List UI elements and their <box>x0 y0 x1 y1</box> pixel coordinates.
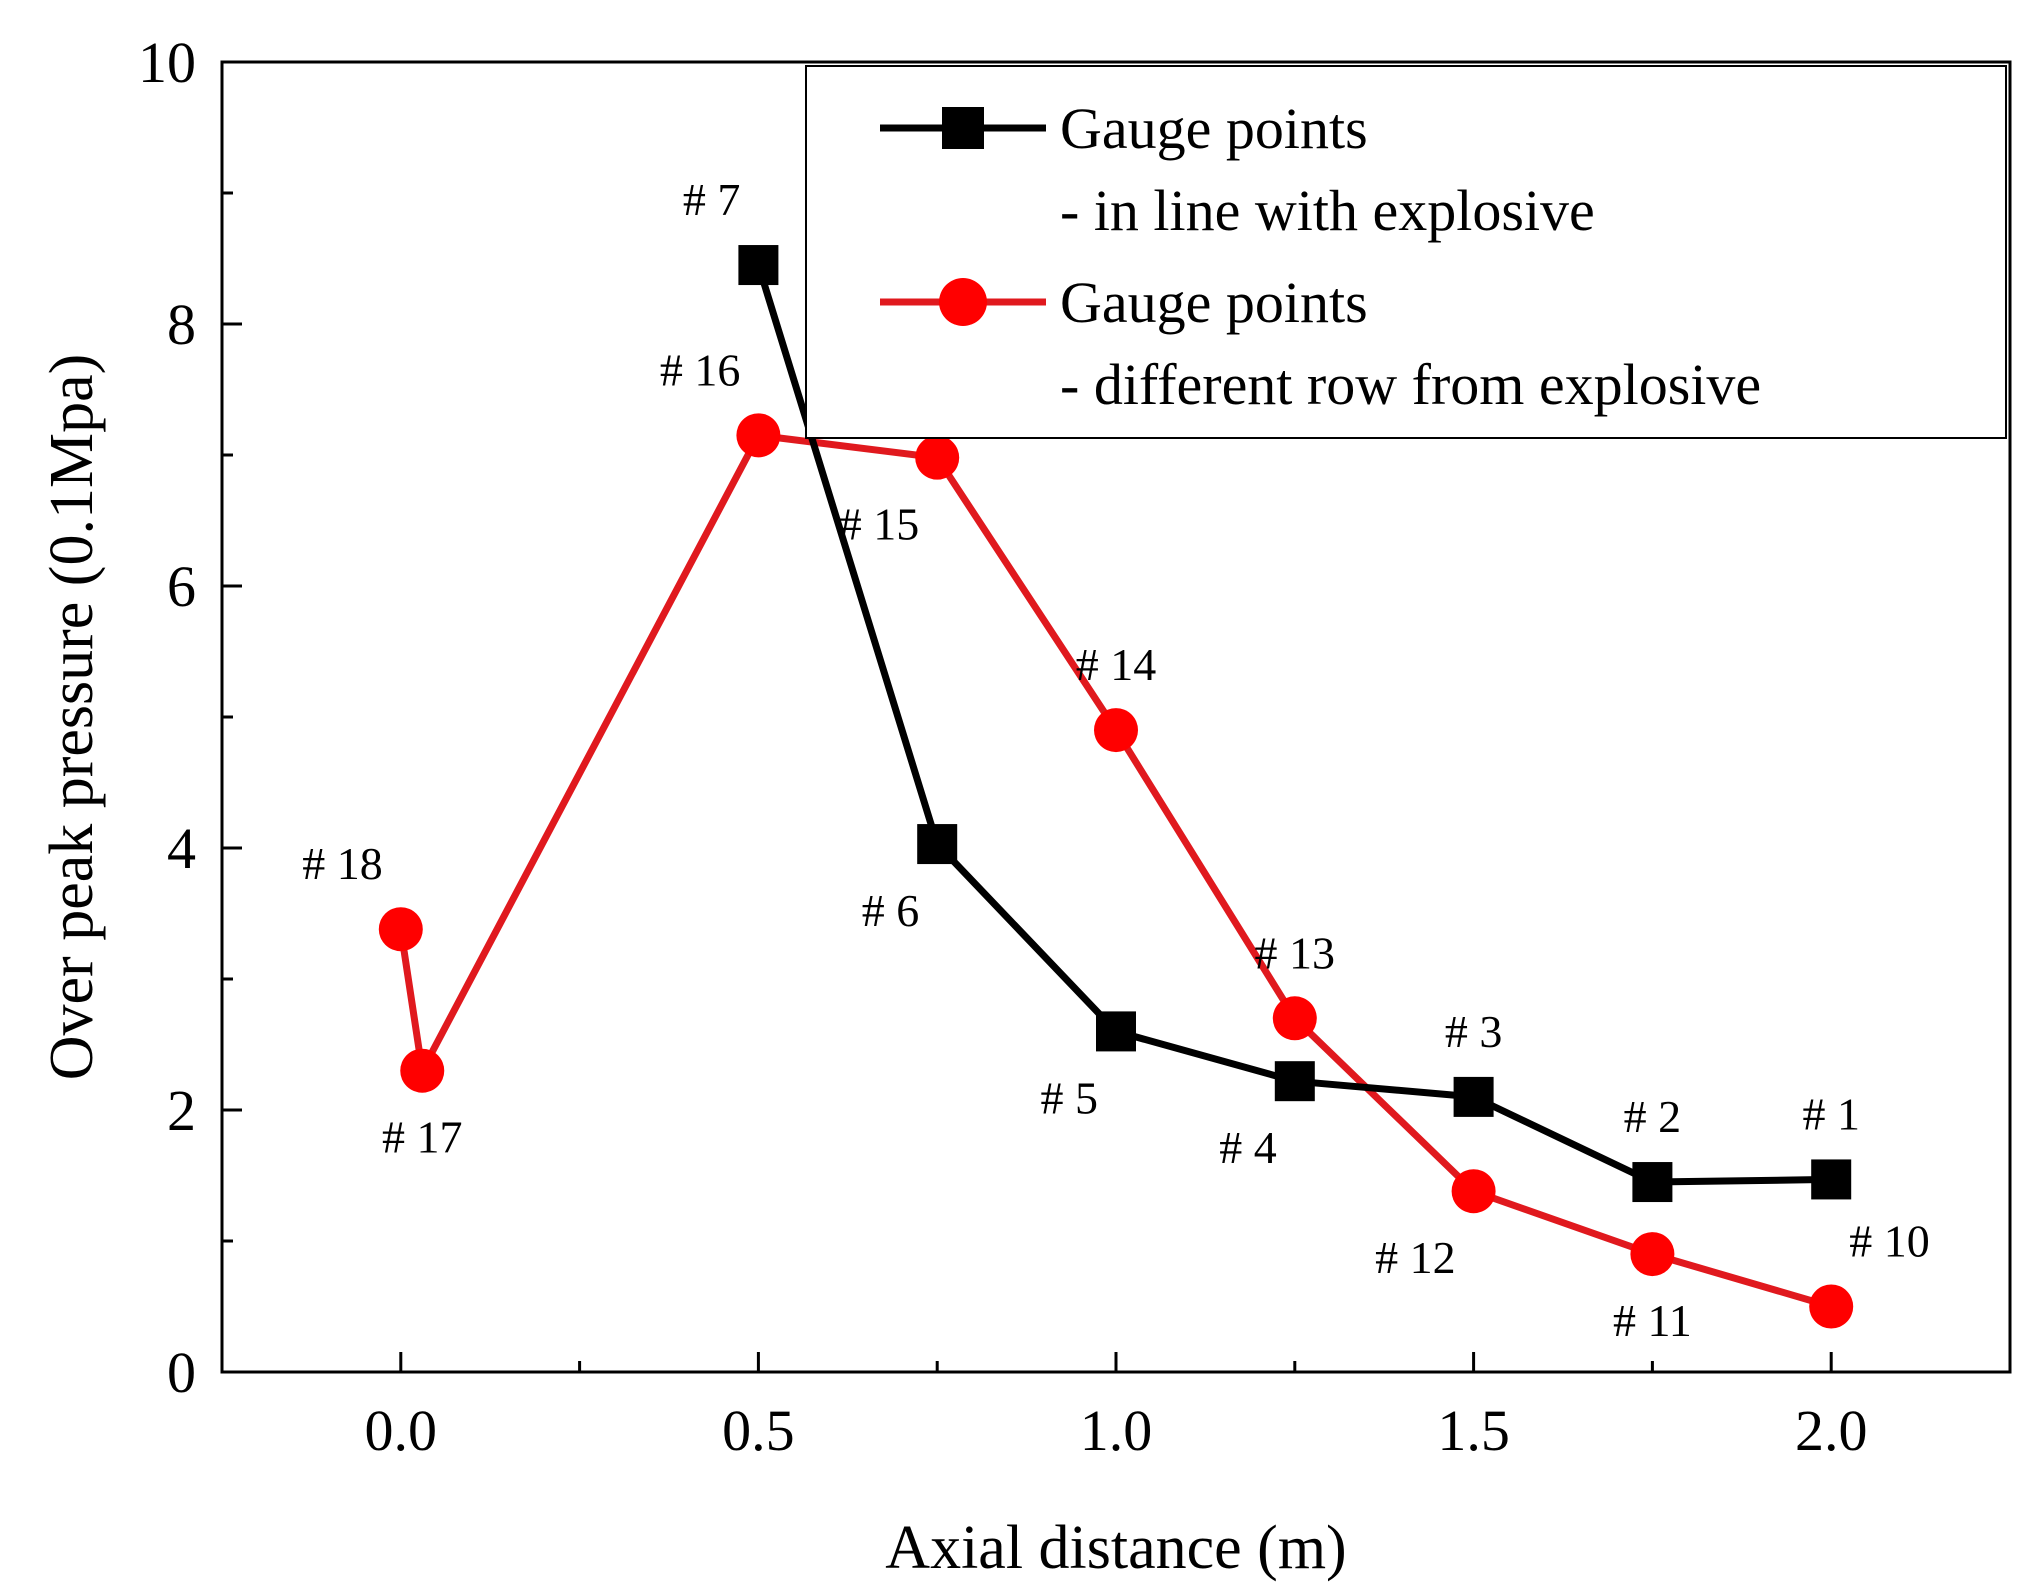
legend-label-series-2-line-2: - different row from explosive <box>1060 352 1761 417</box>
x-tick-label: 0.5 <box>722 1398 795 1463</box>
point-labels: # 7 # 6 # 5 # 4 # 3 # 2 # 1 # 18 # 17 # 16 # 15 # 1… <box>302 174 1929 1346</box>
series-2-point-label: # 15 <box>839 499 920 550</box>
series-2-point-label: # 18 <box>302 838 383 889</box>
series-2-marker <box>378 907 423 952</box>
series-layer <box>378 245 1854 1329</box>
series-2-line <box>397 431 1833 1310</box>
y-axis-title: Over peak pressure (0.1Mpa) <box>38 354 106 1081</box>
x-tick-label: 2.0 <box>1795 1398 1868 1463</box>
series-1-marker <box>1811 1159 1852 1200</box>
series-1-point-label: # 2 <box>1624 1091 1682 1142</box>
legend-label-series-1-line-2: - in line with explosive <box>1060 178 1595 243</box>
series-2-marker <box>400 1048 445 1093</box>
y-tick-label: 8 <box>167 292 196 357</box>
series-2-marker <box>1094 708 1138 753</box>
series-2-point-label: # 10 <box>1849 1216 1930 1267</box>
series-1-point-label: # 4 <box>1219 1122 1277 1173</box>
x-axis-title: Axial distance (m) <box>885 1514 1346 1582</box>
series-2-point-label: # 14 <box>1076 639 1157 690</box>
legend: Gauge points - in line with explosive Ga… <box>805 65 2007 439</box>
y-tick-label: 6 <box>167 554 196 619</box>
series-1-point-label: # 7 <box>683 174 741 225</box>
y-tick-label: 2 <box>167 1078 196 1143</box>
legend-label-series-2-line-1: Gauge points <box>1060 270 1368 335</box>
legend-marker-series-1 <box>942 107 984 149</box>
series-1-marker <box>1632 1162 1673 1203</box>
series-2-point-label: # 13 <box>1255 927 1336 978</box>
y-axis-ticks: 0 2 4 6 8 10 <box>138 30 242 1405</box>
y-tick-label: 0 <box>167 1340 196 1405</box>
x-tick-label: 1.5 <box>1437 1398 1510 1463</box>
series-1-point-label: # 5 <box>1041 1072 1099 1123</box>
series-1-marker <box>917 824 958 865</box>
series-1-marker <box>1274 1061 1315 1102</box>
series-1-point-label: # 1 <box>1802 1088 1860 1139</box>
series-2-point-label: # 12 <box>1375 1232 1456 1283</box>
legend-marker-series-2 <box>939 278 987 326</box>
series-1-point-label: # 6 <box>862 885 920 936</box>
series-2-point-label: # 16 <box>660 344 741 395</box>
x-tick-label: 0.0 <box>365 1398 438 1463</box>
series-2-point-label: # 11 <box>1613 1295 1692 1346</box>
series-2-marker <box>1272 996 1317 1041</box>
series-2-marker <box>1630 1232 1675 1277</box>
y-tick-label: 4 <box>167 816 196 881</box>
series-2-marker <box>915 435 960 480</box>
series-1-marker <box>1096 1011 1136 1052</box>
series-1-point-label: # 3 <box>1445 1006 1503 1057</box>
series-2-marker <box>1809 1284 1854 1329</box>
x-tick-label: 1.0 <box>1080 1398 1153 1463</box>
y-tick-label: 10 <box>138 30 196 95</box>
series-1-marker <box>1453 1076 1494 1117</box>
series-2-point-label: # 17 <box>382 1112 463 1163</box>
series-2-marker <box>736 413 781 458</box>
legend-label-series-1-line-1: Gauge points <box>1060 96 1368 161</box>
x-axis-ticks: 0.0 0.5 1.0 1.5 2.0 <box>220 1352 2012 1463</box>
series-1-marker <box>738 245 779 286</box>
series-2-marker <box>1451 1169 1496 1214</box>
